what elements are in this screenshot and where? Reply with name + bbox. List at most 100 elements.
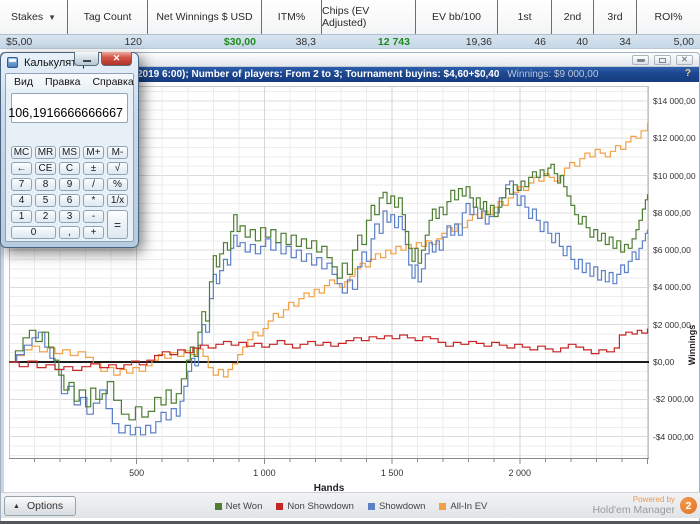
legend-swatch-icon (276, 502, 284, 510)
stat-value-chips-ev-adjusted: 12 743 (377, 35, 410, 48)
calc-key-ms[interactable]: MS (59, 146, 80, 159)
calculator-keypad: MC MR MS M+ M- ← CE C ± √ 7 8 9/% 4 5 6 * 1/x 1 2 3- = 0, + (11, 146, 128, 239)
column-header-roi[interactable]: ROI% (637, 0, 700, 34)
stats-header-row: Stakes ▼ Tag Count Net Winnings $ USD ITM% Ch… (0, 0, 700, 34)
calc-key-37[interactable]: % (107, 178, 128, 191)
legend-item-all-in-ev[interactable]: All-In EV (439, 501, 487, 512)
legend-label: Net Won (225, 500, 263, 512)
calc-key-7[interactable]: 7 (11, 178, 32, 191)
legend-swatch-icon (439, 502, 447, 510)
options-button[interactable]: ▲ Options (4, 496, 77, 516)
x-tick-label: 500 (129, 468, 145, 478)
calc-key-1[interactable]: 1 (11, 210, 32, 223)
calc-key-8730[interactable]: √ (107, 162, 128, 175)
powered-by-text: Powered by (632, 495, 675, 504)
calc-key-3[interactable]: 3 (59, 210, 80, 223)
calc-key-45[interactable]: - (83, 210, 104, 223)
window-titlebar[interactable]: ✕ (1, 53, 699, 67)
calc-key-c[interactable]: C (59, 162, 80, 175)
calc-key-mc[interactable]: MC (11, 146, 32, 159)
y-tick-label: $8 000,00 (653, 207, 691, 218)
y-tick-label: $6 000,00 (653, 245, 691, 256)
calculator-close-button[interactable]: ✕ (101, 52, 132, 66)
calc-key-2[interactable]: 2 (35, 210, 56, 223)
stat-value-itm: 38,3 (295, 35, 316, 48)
calc-key-1-x[interactable]: 1/x (107, 194, 128, 207)
y-tick-label: $0,00 (653, 357, 675, 367)
y-tick-label: $4 000,00 (653, 282, 691, 293)
stat-value-2nd: 40 (576, 35, 588, 48)
calc-key-44[interactable]: , (59, 226, 80, 239)
calc-key-ce[interactable]: CE (35, 162, 56, 175)
stat-value-roi: 5,00 (673, 35, 694, 48)
winnings-summary-text: Winnings: $9 000,00 (507, 69, 599, 80)
calculator-client-area: Вид Правка Справка 106,1916666666667 MC MR M… (5, 73, 134, 242)
column-header-label: Stakes (10, 11, 44, 23)
column-header-itm[interactable]: ITM% (262, 0, 322, 34)
help-icon[interactable]: ? (684, 68, 691, 79)
calc-key-43[interactable]: + (83, 226, 104, 239)
calc-key-mr[interactable]: MR (35, 146, 56, 159)
calc-key-61[interactable]: = (107, 210, 128, 239)
legend-label: All-In EV (450, 500, 488, 512)
legend-item-net-won[interactable]: Net Won (214, 500, 263, 512)
maximize-icon (659, 57, 666, 63)
calc-key-9[interactable]: 9 (59, 178, 80, 191)
calc-key-42[interactable]: * (83, 194, 104, 207)
calc-key-4[interactable]: 4 (11, 194, 32, 207)
column-header-3rd[interactable]: 3rd (594, 0, 637, 34)
calc-menu-[interactable]: Правка (45, 75, 81, 88)
calculator-display: 106,1916666666667 (8, 93, 128, 123)
collapse-arrow-icon: ▲ (13, 502, 20, 510)
powered-by-block: Powered by Hold'em Manager (592, 495, 675, 516)
close-icon: ✕ (681, 55, 688, 64)
y-tick-label: $10 000,00 (653, 170, 696, 181)
column-header-stakes[interactable]: Stakes ▼ (0, 0, 68, 34)
calc-key-5[interactable]: 5 (35, 194, 56, 207)
calc-key-m[interactable]: M- (107, 146, 128, 159)
legend-item-non-showdown[interactable]: Non Showdown (276, 501, 354, 512)
window-close-button[interactable]: ✕ (676, 55, 693, 65)
column-header-label: ITM% (277, 11, 306, 23)
window-minimize-button[interactable] (632, 55, 649, 65)
calc-key-47[interactable]: / (83, 178, 104, 191)
column-header-ev-bb-100[interactable]: EV bb/100 (416, 0, 498, 34)
calc-key-0[interactable]: 0 (11, 226, 56, 239)
column-header-2nd[interactable]: 2nd (552, 0, 594, 34)
y-axis-title: Winnings (687, 324, 697, 366)
legend-swatch-icon (367, 502, 375, 510)
column-header-net-winnings-usd[interactable]: Net Winnings $ USD (148, 0, 262, 34)
calc-key-177[interactable]: ± (83, 162, 104, 175)
column-header-label: 3rd (607, 11, 623, 23)
column-header-1st[interactable]: 1st (498, 0, 552, 34)
calc-key-8592[interactable]: ← (11, 162, 32, 175)
stats-row-selected[interactable]: $5,00 120 $30,00 38,3 12 743 19,36 46 40 34 5,00 (0, 34, 700, 49)
filter-dropdown-icon[interactable]: ▼ (48, 12, 57, 22)
calc-key-8[interactable]: 8 (35, 178, 56, 191)
y-tick-label: $12 000,00 (653, 133, 696, 144)
calc-menu-[interactable]: Вид (14, 75, 33, 88)
brand-name: Hold'em Manager (592, 504, 675, 517)
calculator-window[interactable]: Калькулятор ✕ Вид Правка Справка 106,19166… (0, 52, 139, 248)
stat-value-ev-bb-100: 19,36 (465, 35, 492, 48)
calculator-title: Калькулятор (24, 56, 89, 69)
calc-key-6[interactable]: 6 (59, 194, 80, 207)
calc-menu-[interactable]: Справка (92, 75, 134, 88)
column-header-chips-ev-adjusted[interactable]: Chips (EV Adjusted) (322, 0, 416, 34)
column-header-label: EV bb/100 (431, 11, 482, 23)
bottom-edge-strip (0, 521, 700, 524)
minimize-icon (82, 60, 91, 62)
legend-label: Non Showdown (287, 500, 354, 512)
chart-window: ✕ 2019 6:00); Number of players: From 2 … (0, 52, 700, 521)
window-maximize-button[interactable] (654, 55, 671, 65)
calc-key-m[interactable]: M+ (83, 146, 104, 159)
stat-value-stakes: $5,00 (6, 35, 33, 48)
column-header-label: 1st (517, 11, 532, 23)
minimize-icon (636, 58, 645, 62)
stats-grid: Stakes ▼ Tag Count Net Winnings $ USD ITM% Ch… (0, 0, 700, 49)
column-header-tag-count[interactable]: Tag Count (68, 0, 148, 34)
calculator-titlebar[interactable]: Калькулятор ✕ (1, 52, 138, 72)
legend-item-showdown[interactable]: Showdown (367, 501, 425, 512)
calculator-minimize-button[interactable] (74, 52, 99, 66)
y-tick-label: -$4 000,00 (653, 431, 694, 442)
